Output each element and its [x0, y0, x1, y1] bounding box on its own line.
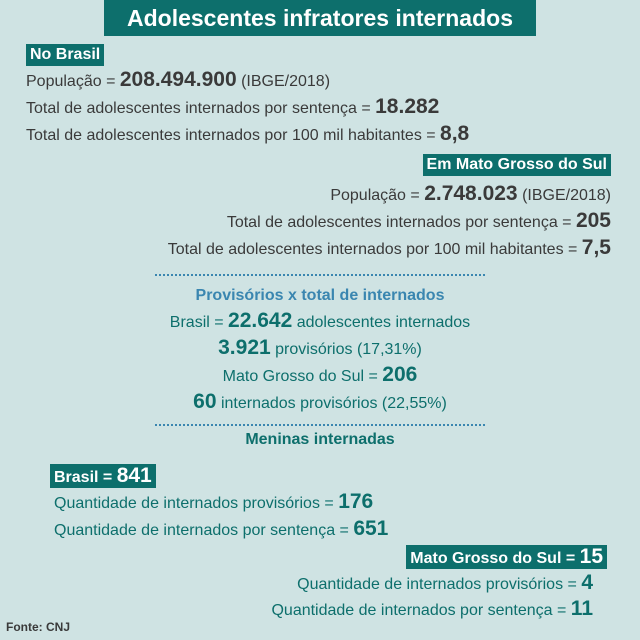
ms-population-line: População = 2.748.023 (IBGE/2018)	[330, 182, 611, 205]
source-credit: Fonte: CNJ	[6, 620, 70, 634]
ms-per100k-line: Total de adolescentes internados por 100…	[167, 236, 611, 259]
meninas-brasil-tag: Brasil = 841	[50, 464, 156, 488]
meninas-brasil-sent-line: Quantidade de internados por sentença = …	[54, 517, 389, 540]
divider-2	[155, 424, 485, 426]
meninas-ms-sent-line: Quantidade de internados por sentença = …	[271, 597, 593, 620]
meninas-brasil-prov-line: Quantidade de internados provisórios = 1…	[54, 490, 374, 513]
provisorios-heading: Provisórios x total de internados	[195, 287, 445, 304]
provisorios-ms-line: Mato Grosso do Sul = 206	[222, 363, 418, 386]
ms-sentence-line: Total de adolescentes internados por sen…	[226, 209, 611, 232]
ms-section-tag: Em Mato Grosso do Sul	[422, 154, 611, 176]
provisorios-brasil-prov-line: 3.921 provisórios (17,31%)	[218, 336, 422, 359]
brasil-sentence-line: Total de adolescentes internados por sen…	[26, 95, 440, 118]
meninas-ms-tag: Mato Grosso do Sul = 15	[406, 545, 607, 569]
provisorios-ms-prov-line: 60 internados provisórios (22,55%)	[193, 390, 447, 413]
brasil-per100k-line: Total de adolescentes internados por 100…	[26, 122, 470, 145]
brasil-population-line: População = 208.494.900 (IBGE/2018)	[26, 68, 331, 91]
provisorios-brasil-line: Brasil = 22.642 adolescentes internados	[169, 309, 471, 332]
meninas-ms-prov-line: Quantidade de internados provisórios = 4	[297, 571, 593, 594]
page-title: Adolescentes infratores internados	[104, 0, 536, 36]
divider-1	[155, 274, 485, 276]
brasil-section-tag: No Brasil	[26, 44, 105, 66]
meninas-heading: Meninas internadas	[245, 431, 395, 448]
